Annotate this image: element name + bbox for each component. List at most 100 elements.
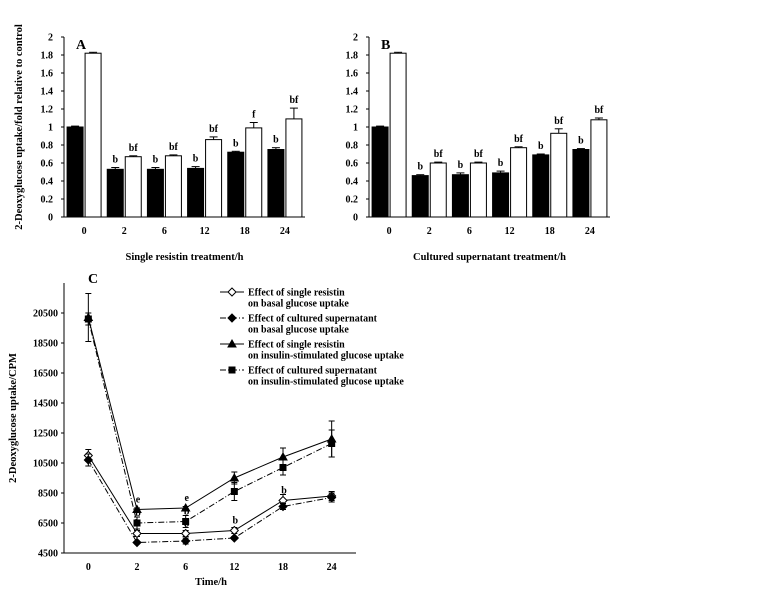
- x-tick-label: 2: [135, 562, 140, 573]
- series-line: [87, 317, 332, 511]
- data-point: [227, 338, 237, 348]
- bar: [389, 52, 407, 218]
- bar: [510, 147, 528, 218]
- series-line: [87, 459, 332, 544]
- bar: [411, 175, 429, 218]
- y-tick-label: 20500: [33, 309, 58, 320]
- series-line: [87, 455, 332, 534]
- significance-label: b: [112, 155, 118, 166]
- significance-label: b: [273, 135, 279, 146]
- significance-label: bf: [594, 105, 604, 116]
- data-point: [182, 518, 190, 525]
- x-tick-label: 18: [545, 226, 555, 237]
- x-tick-label: 6: [467, 226, 472, 237]
- significance-label: b: [184, 507, 190, 518]
- y-tick-label: 0: [353, 213, 358, 224]
- x-tick-label: 18: [240, 226, 250, 237]
- y-tick-label: 0: [48, 213, 53, 224]
- y-tick-label: 1: [48, 123, 53, 134]
- significance-label: b: [578, 136, 584, 147]
- legend-label: Effect of cultured supernatant on basal g…: [248, 314, 378, 336]
- x-tick-label: 0: [82, 226, 87, 237]
- x-tick-label: 6: [162, 226, 167, 237]
- significance-label: bf: [289, 95, 299, 106]
- significance-label: bf: [474, 149, 484, 160]
- x-tick-label: 12: [200, 226, 210, 237]
- bar: [572, 149, 590, 218]
- significance-label: b: [153, 155, 159, 166]
- bar: [429, 162, 447, 218]
- data-point: [132, 537, 142, 548]
- significance-label: bf: [209, 124, 219, 135]
- x-tick-label: 12: [505, 226, 515, 237]
- y-tick-label: 8500: [38, 489, 58, 500]
- significance-label: b: [417, 162, 423, 173]
- series-line: [87, 318, 332, 524]
- data-point: [227, 313, 237, 323]
- data-point: [133, 519, 141, 527]
- y-tick-label: 1.4: [41, 87, 54, 98]
- x-axis-title: Single resistin treatment/h: [125, 252, 243, 263]
- bar: [146, 168, 164, 218]
- significance-label: b: [498, 158, 504, 169]
- chart-panel-c: 4500 6500 8500 10500 12500 14500 16500 18500 205…: [8, 272, 404, 588]
- data-point: [279, 464, 287, 471]
- x-tick-label: 2: [427, 226, 432, 237]
- data-point: [278, 451, 288, 461]
- y-tick-label: 0.4: [346, 177, 359, 188]
- x-tick-label: 24: [585, 226, 595, 237]
- bar: [205, 139, 223, 218]
- bar: [451, 174, 469, 218]
- significance-label: bf: [514, 134, 524, 145]
- bar: [106, 168, 124, 218]
- y-tick-label: 1: [353, 123, 358, 134]
- bar: [187, 167, 205, 218]
- y-tick-label: 18500: [33, 339, 58, 350]
- significance-label: e: [136, 495, 141, 506]
- y-tick-label: 1.6: [41, 69, 54, 80]
- y-tick-label: 0.2: [346, 195, 359, 206]
- y-tick-label: 0.8: [346, 141, 359, 152]
- legend-label: Effect of single resistin on insulin-stim…: [248, 340, 404, 362]
- y-tick-label: 12500: [33, 429, 58, 440]
- y-axis-title: 2-Deoxyglucose uptake/CPM: [8, 353, 19, 483]
- significance-label: bf: [169, 142, 179, 153]
- y-tick-label: 1.2: [41, 105, 54, 116]
- x-tick-label: 24: [280, 226, 290, 237]
- significance-label: b: [458, 160, 464, 171]
- y-tick-label: 0.6: [346, 159, 359, 170]
- data-point: [228, 366, 236, 374]
- y-tick-label: 2: [353, 33, 358, 44]
- bar: [285, 118, 303, 218]
- legend: Effect of single resistin on basal glucos…: [220, 287, 404, 388]
- x-tick-label: 12: [229, 562, 239, 573]
- y-tick-label: 16500: [33, 369, 58, 380]
- x-axis-title: Cultured supernatant treatment/h: [413, 252, 566, 263]
- significance-label: b: [538, 141, 544, 152]
- bar: [492, 172, 510, 218]
- y-tick-label: 1.2: [346, 105, 359, 116]
- x-tick-label: 0: [86, 562, 91, 573]
- chart-panel-a: 00.20.40.60.811.21.41.61.820 2 6 12 18 24b b bb…: [14, 24, 305, 263]
- bar: [84, 52, 102, 218]
- legend-label: Effect of single resistin on basal glucos…: [248, 288, 349, 310]
- data-point: [326, 492, 337, 503]
- y-tick-label: 6500: [38, 519, 58, 530]
- data-point: [180, 502, 191, 512]
- data-point: [278, 501, 288, 512]
- y-tick-label: 4500: [38, 549, 58, 560]
- y-tick-label: 2: [48, 33, 53, 44]
- bar: [124, 156, 142, 218]
- significance-label: e: [184, 493, 189, 504]
- significance-label: bf: [554, 116, 564, 127]
- significance-label: b: [233, 516, 239, 527]
- significance-label: b: [281, 486, 287, 497]
- panel-label: C: [88, 272, 98, 287]
- y-tick-label: 1.8: [41, 51, 54, 62]
- bar: [267, 149, 285, 218]
- data-point: [84, 315, 92, 323]
- y-tick-label: 1.4: [346, 87, 359, 98]
- y-tick-label: 0.2: [41, 195, 54, 206]
- chart-panel-b: 00.20.40.60.811.21.41.61.820 2 6 12 18 24b b bb…: [346, 33, 610, 263]
- bar: [550, 132, 568, 218]
